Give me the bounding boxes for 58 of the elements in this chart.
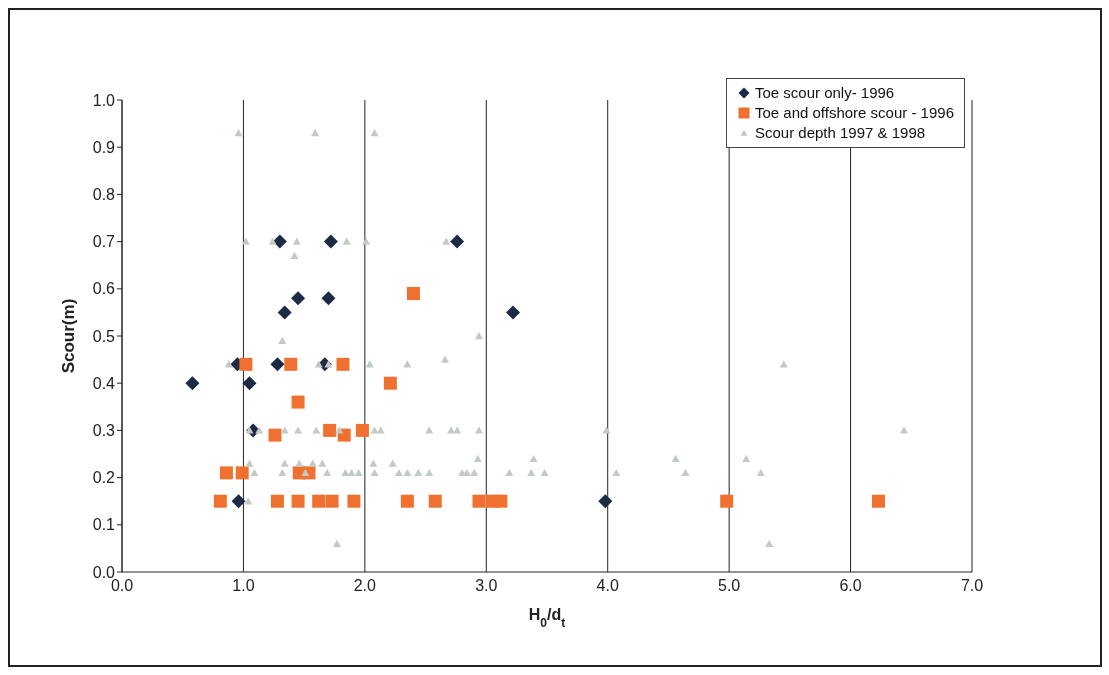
point [720,494,734,508]
y-tick-label: 0.9 [92,138,116,156]
x-tick-label: 4.0 [596,577,619,595]
legend-label: Toe scour only- 1996 [754,83,895,103]
point [383,376,397,390]
point [400,494,414,508]
point [321,291,336,306]
point [213,494,227,508]
x-axis-title: H$_{0}$/d$_{t}$ [528,606,566,630]
x-tick-label: 2.0 [353,577,377,595]
y-tick-label: 1.0 [92,91,116,109]
point [284,357,298,371]
y-tick-label: 0.1 [92,516,116,534]
x-tick-label: 3.0 [475,577,498,595]
point [472,494,486,508]
point [323,234,338,249]
point [428,494,442,508]
point [872,494,885,508]
point [347,494,361,508]
point [312,494,326,508]
point [291,291,306,306]
point [219,466,233,480]
y-tick-label: 0.2 [92,469,116,487]
point [242,376,257,391]
x-tick-label: 6.0 [839,577,862,595]
point [239,357,253,371]
x-tick-label: 5.0 [718,577,741,595]
point [291,494,305,508]
point [231,494,246,509]
point [406,287,420,301]
point [336,357,350,371]
point [450,234,465,249]
point [494,494,508,508]
point [325,494,339,508]
point [291,395,305,409]
x-tick-label: 1.0 [232,577,255,595]
point [270,494,284,508]
y-tick-label: 0.4 [92,374,116,392]
y-tick-label: 0.7 [92,233,116,251]
y-tick-label: 0.8 [92,186,116,204]
point [598,494,613,509]
y-tick-label: 0.6 [92,280,116,298]
point [235,466,249,480]
x-tick-label: 7.0 [960,577,984,595]
point [272,234,287,249]
legend-label: Scour depth 1997 & 1998 [754,123,926,143]
y-tick-label: 0.3 [92,422,116,440]
y-axis-title: Scour(m) [59,298,78,374]
point [185,376,200,391]
point [323,423,337,437]
legend-label: Toe and offshore scour - 1996 [754,103,954,123]
point [268,428,282,442]
point [355,423,369,437]
y-tick-label: 0.5 [92,327,116,345]
x-tick-label: 0.0 [110,577,134,595]
point [277,305,292,320]
point [270,357,285,372]
point [506,305,520,320]
